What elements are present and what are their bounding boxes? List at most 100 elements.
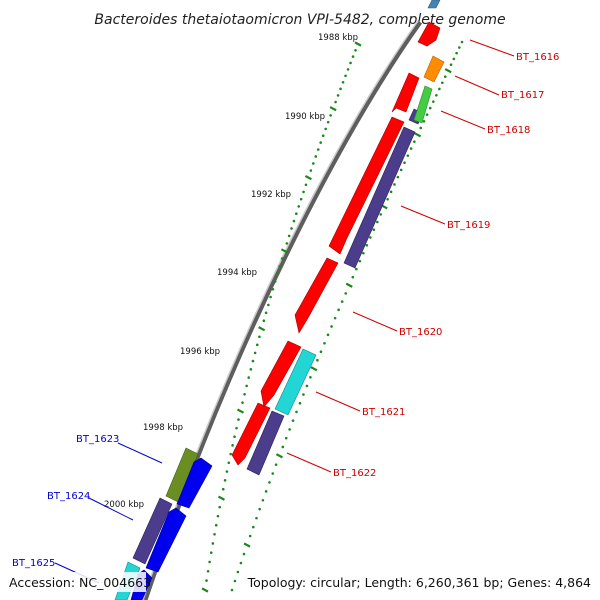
- outer-track-minor-tick: [233, 435, 236, 439]
- inner-track-minor-tick: [288, 428, 291, 431]
- outer-track-minor-tick: [299, 197, 303, 201]
- outer-track-minor-tick: [235, 426, 238, 430]
- outer-track-minor-tick: [334, 100, 337, 104]
- inner-track-minor-tick: [305, 384, 309, 388]
- outer-track-minor-tick: [223, 479, 227, 482]
- inner-track-minor-tick: [242, 552, 246, 556]
- inner-track-minor-tick: [264, 490, 268, 493]
- inner-track-minor-tick: [248, 534, 252, 538]
- inner-track-minor-tick: [340, 300, 344, 303]
- inner-track-minor-tick: [251, 525, 255, 529]
- outer-track-minor-tick: [349, 61, 352, 65]
- callout-line-BT_1617: [454, 75, 500, 96]
- inner-track-minor-tick: [309, 376, 312, 379]
- inner-track-major-tick: [345, 282, 353, 288]
- gene-label-BT_1616[interactable]: BT_1616: [516, 52, 559, 63]
- gene-feature-BT_1623-blue[interactable]: [176, 457, 213, 509]
- gene-feature-BT_1622-red[interactable]: [231, 402, 271, 466]
- outer-track-minor-tick: [267, 303, 270, 307]
- gene-label-BT_1619[interactable]: BT_1619: [447, 220, 490, 231]
- inner-track-minor-tick: [326, 333, 330, 337]
- outer-track-minor-tick: [249, 368, 253, 371]
- outer-track-minor-tick: [304, 183, 308, 187]
- gene-feature-red-a[interactable]: [391, 72, 420, 113]
- outer-track-minor-tick: [287, 234, 291, 238]
- outer-track-minor-tick: [247, 376, 251, 379]
- outer-track-minor-tick: [297, 205, 301, 208]
- callout-line-BT_1618: [440, 110, 486, 130]
- gene-label-BT_1621[interactable]: BT_1621: [362, 407, 405, 418]
- inner-track-minor-tick: [386, 197, 389, 201]
- gene-label-BT_1618[interactable]: BT_1618: [487, 125, 530, 136]
- outer-track-minor-tick: [280, 257, 284, 260]
- outer-track-major-tick: [354, 41, 362, 47]
- inner-track-minor-tick: [438, 87, 441, 91]
- outer-track-minor-tick: [211, 542, 215, 545]
- inner-track-minor-tick: [365, 244, 369, 247]
- outer-track-major-tick: [236, 408, 245, 414]
- gene-label-BT_1622[interactable]: BT_1622: [333, 468, 376, 479]
- outer-track-minor-tick: [290, 227, 293, 230]
- outer-track-minor-tick: [214, 523, 218, 527]
- gene-feature-BT_1624[interactable]: [132, 497, 173, 565]
- outer-track-minor-tick: [231, 444, 234, 447]
- gene-label-BT_1617[interactable]: BT_1617: [501, 90, 544, 101]
- outer-track-minor-tick: [271, 287, 275, 291]
- inner-track-minor-tick: [422, 119, 426, 123]
- inner-track-minor-tick: [460, 40, 464, 44]
- inner-track-major-tick: [414, 132, 422, 138]
- genome-backbone-highlight: [142, 20, 419, 600]
- outer-track-minor-tick: [324, 127, 327, 131]
- gene-feature-BT_1621[interactable]: [274, 348, 317, 416]
- outer-track-minor-tick: [225, 470, 229, 473]
- gene-feature-steel[interactable]: [427, 0, 441, 9]
- outer-track-minor-tick: [341, 80, 345, 84]
- gene-feature-BT_1622[interactable]: [246, 410, 285, 476]
- gene-feature-BT_1619-red[interactable]: [328, 116, 405, 255]
- kbp-label-1988: 1988 kbp: [318, 33, 358, 43]
- gene-feature-BT_1621-red[interactable]: [260, 340, 302, 408]
- gene-label-BT_1623[interactable]: BT_1623: [76, 434, 119, 445]
- inner-track-minor-tick: [337, 308, 340, 312]
- inner-track-minor-tick: [419, 126, 423, 130]
- inner-track-minor-tick: [291, 419, 295, 422]
- footer-bg-left: [6, 572, 146, 592]
- gene-feature-BT_1620[interactable]: [294, 257, 339, 334]
- inner-track-minor-tick: [376, 220, 379, 224]
- outer-track-minor-tick: [251, 359, 255, 363]
- outer-track-minor-tick: [262, 319, 266, 323]
- inner-track-minor-tick: [393, 183, 396, 186]
- inner-track-minor-tick: [298, 401, 302, 405]
- reverse-strand-genes: [114, 447, 213, 600]
- gene-label-BT_1624[interactable]: BT_1624: [47, 491, 90, 502]
- gene-feature-BT_1616[interactable]: [417, 21, 441, 47]
- inner-track-minor-tick: [428, 106, 432, 110]
- outer-track-minor-tick: [208, 560, 211, 564]
- outer-track-minor-tick: [273, 280, 277, 283]
- outer-track-minor-tick: [336, 94, 340, 97]
- outer-track-minor-tick: [206, 569, 210, 573]
- inner-tick-dots: [230, 40, 464, 592]
- gene-feature-BT_1617[interactable]: [423, 55, 445, 83]
- outer-track-major-tick: [280, 248, 288, 254]
- inner-track-minor-tick: [406, 154, 410, 157]
- gene-feature-BT_1624-blue[interactable]: [145, 507, 187, 573]
- inner-track-major-tick: [444, 68, 452, 74]
- gene-feature-BT_1619[interactable]: [343, 126, 416, 269]
- outer-track-minor-tick: [243, 392, 246, 396]
- gene-label-BT_1620[interactable]: BT_1620: [399, 327, 442, 338]
- inner-track-minor-tick: [302, 393, 305, 396]
- inner-track-minor-tick: [425, 113, 429, 116]
- inner-track-major-tick: [310, 366, 318, 372]
- inner-track-minor-tick: [455, 51, 458, 55]
- inner-track-minor-tick: [355, 267, 358, 271]
- inner-track-minor-tick: [333, 316, 337, 320]
- inner-track-minor-tick: [409, 147, 413, 150]
- outer-track-minor-tick: [229, 452, 232, 456]
- gene-feature-BT_1618[interactable]: [413, 85, 433, 124]
- inner-track-minor-tick: [369, 236, 372, 239]
- outer-track-minor-tick: [241, 401, 244, 404]
- outer-track-minor-tick: [276, 272, 279, 276]
- gene-label-BT_1625[interactable]: BT_1625: [12, 558, 55, 569]
